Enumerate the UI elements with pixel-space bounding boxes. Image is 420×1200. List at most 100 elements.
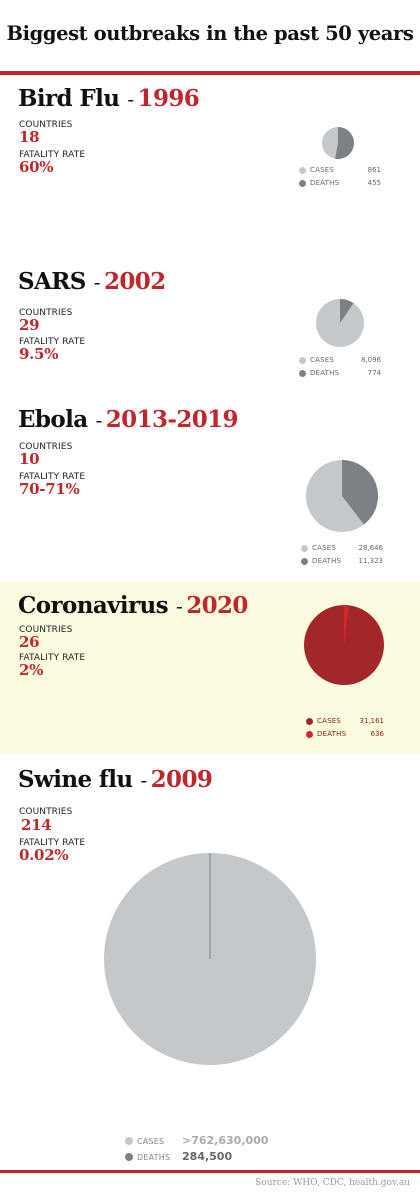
heading-dash: - [176,594,183,618]
outbreak-name: Coronavirus [18,592,169,619]
countries-label: COUNTRIES [19,442,73,452]
legend-cases: CASES >762,630,000 [125,1134,285,1150]
legend-deaths-value: 774 [367,369,381,377]
legend-deaths: DEATHS 284,500 [125,1150,285,1166]
outbreak-heading: Swine flu -2009 [18,766,213,793]
fatality-value: 70-71% [19,480,80,498]
legend-cases-value: 861 [367,166,381,174]
legend-deaths-label: DEATHS [312,557,342,565]
legend-cases-label: CASES [137,1137,165,1146]
pie-slice-deaths [335,127,354,159]
cases-dot [299,357,306,364]
legend-cases-label: CASES [317,717,341,725]
countries-value: 26 [19,633,40,651]
legend-cases-value: 8,096 [360,356,381,364]
outbreak-year: 2013-2019 [105,406,239,433]
fatality-value: 60% [19,158,54,176]
outbreak-name: Swine flu [18,766,133,793]
pie-chart [316,299,364,347]
deaths-dot [299,180,306,187]
outbreak-name: Ebola [18,406,88,433]
countries-label: COUNTRIES [19,120,73,130]
countries-label: COUNTRIES [19,308,73,318]
cases-dot [301,545,308,552]
countries-value: 29 [19,316,40,334]
fatality-value: 9.5% [19,345,59,363]
outbreak-year: 1996 [137,85,200,112]
deaths-dot [301,558,308,565]
legend-cases-value: >762,630,000 [182,1134,269,1147]
heading-dash: - [93,270,101,294]
legend-deaths-label: DEATHS [137,1153,171,1162]
outbreak-bird-flu: Bird Flu -1996 COUNTRIES 18 FATALITY RATE… [0,75,420,253]
legend-deaths-value: 284,500 [182,1150,233,1163]
fatality-label: FATALITY RATE [19,150,86,160]
legend-cases: CASES 28,646 [301,543,383,556]
legend-cases-label: CASES [312,544,336,552]
pie-legend: CASES 8,096 DEATHS 774 [299,355,381,381]
pie-chart [104,853,316,1065]
outbreak-heading: Coronavirus -2020 [18,592,248,619]
pie-chart [304,605,384,685]
legend-cases-value: 31,161 [359,717,385,725]
cases-dot [125,1137,133,1145]
deaths-dot [125,1153,133,1161]
top-divider [0,71,420,75]
legend-cases-value: 28,646 [358,544,384,552]
heading-dash: - [140,768,147,792]
outbreak-heading: Ebola -2013-2019 [18,406,239,433]
outbreak-year: 2002 [103,268,166,295]
countries-label: COUNTRIES [19,625,73,635]
legend-deaths-label: DEATHS [317,730,347,738]
bottom-divider [0,1170,420,1173]
outbreak-year: 2009 [150,766,213,793]
countries-value: 10 [19,450,40,468]
fatality-label: FATALITY RATE [19,337,86,347]
fatality-value: 0.02% [19,846,69,864]
legend-cases-label: CASES [310,166,334,174]
outbreak-ebola: Ebola -2013-2019 COUNTRIES 10 FATALITY RA… [0,392,420,582]
pie-legend: CASES >762,630,000 DEATHS 284,500 [125,1134,285,1166]
legend-deaths-value: 636 [370,730,384,738]
fatality-label: FATALITY RATE [19,472,86,482]
pie-legend: CASES 861 DEATHS 455 [299,165,381,191]
legend-deaths: DEATHS 11,323 [301,556,383,569]
legend-deaths-label: DEATHS [310,369,340,377]
pie-legend: CASES 28,646 DEATHS 11,323 [301,543,383,569]
outbreak-coronavirus: Coronavirus -2020 COUNTRIES 26 FATALITY R… [0,582,420,754]
legend-deaths-value: 11,323 [358,557,384,565]
outbreak-name: SARS [18,268,86,295]
page-title: Biggest outbreaks in the past 50 years [6,22,414,45]
legend-cases: CASES 31,161 [306,716,384,729]
outbreak-name: Bird Flu [18,85,120,112]
countries-value: 18 [19,128,40,146]
legend-cases-label: CASES [310,356,334,364]
legend-deaths-label: DEATHS [310,179,340,187]
outbreak-heading: SARS -2002 [18,268,166,295]
legend-deaths-value: 455 [367,179,381,187]
outbreak-sars: SARS -2002 COUNTRIES 29 FATALITY RATE 9.5… [0,253,420,392]
cases-dot [306,718,313,725]
legend-deaths: DEATHS 455 [299,178,381,191]
pie-chart [322,127,354,159]
outbreak-year: 2020 [186,592,248,619]
deaths-dot [299,370,306,377]
source-note: Source: WHO, CDC, health.gov.au [255,1178,410,1188]
pie-slice-deaths [342,460,378,525]
deaths-dot [306,731,313,738]
fatality-label: FATALITY RATE [19,653,86,663]
pie-slice-deaths [344,605,350,645]
countries-label: COUNTRIES [19,807,73,817]
heading-dash: - [95,408,103,432]
legend-deaths: DEATHS 774 [299,368,381,381]
outbreak-swine-flu: Swine flu -2009 COUNTRIES 214 FATALITY RA… [0,754,420,1170]
countries-value: 214 [21,816,52,834]
cases-dot [299,167,306,174]
legend-cases: CASES 861 [299,165,381,178]
pie-slice-deaths [340,299,354,323]
fatality-value: 2% [19,661,44,679]
legend-cases: CASES 8,096 [299,355,381,368]
pie-legend: CASES 31,161 DEATHS 636 [306,716,384,742]
outbreak-heading: Bird Flu -1996 [18,85,200,112]
fatality-label: FATALITY RATE [19,838,86,848]
